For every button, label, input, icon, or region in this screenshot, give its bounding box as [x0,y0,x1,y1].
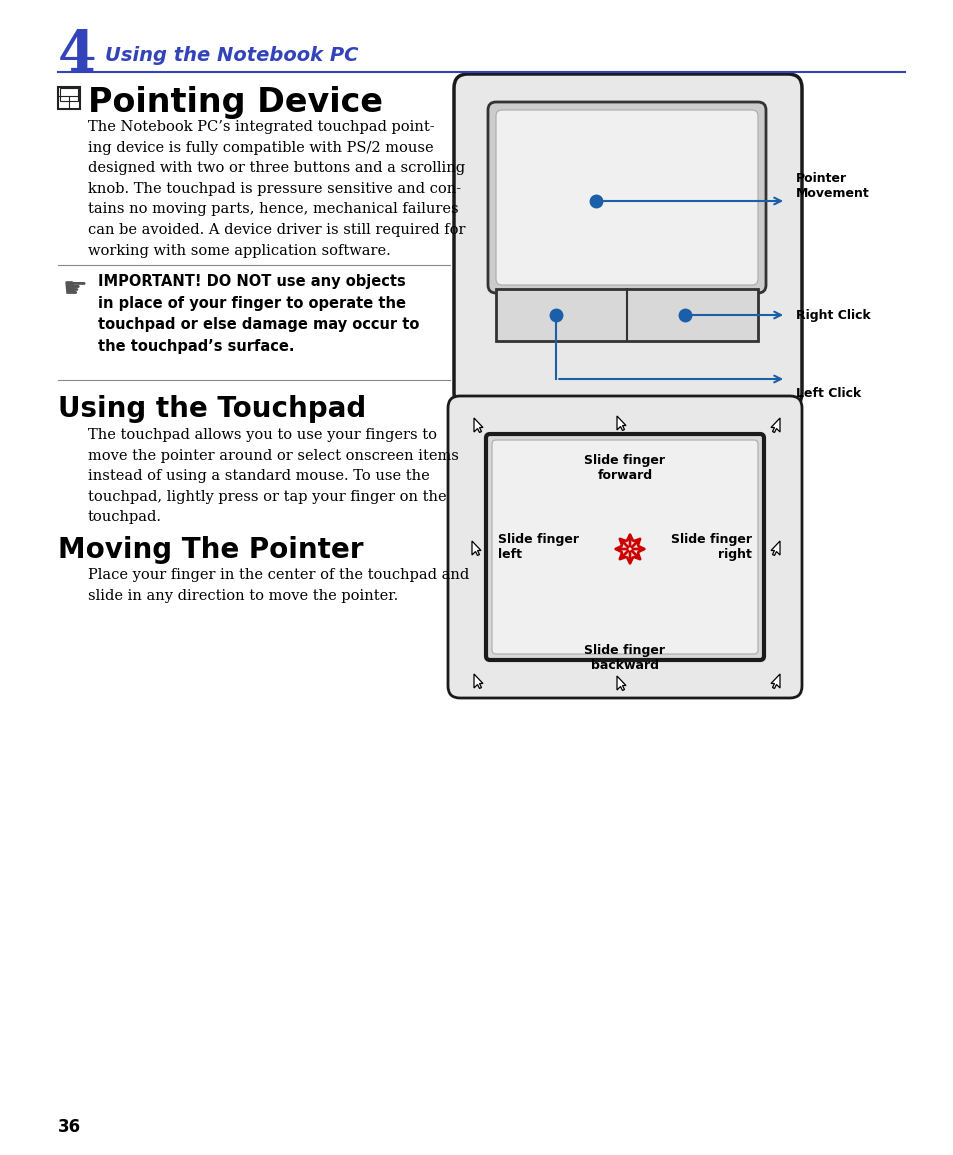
Text: Slide finger
backward: Slide finger backward [584,644,665,672]
Text: Using the Touchpad: Using the Touchpad [58,395,366,423]
Polygon shape [770,675,780,688]
Text: Moving The Pointer: Moving The Pointer [58,536,363,564]
Text: Slide finger
right: Slide finger right [670,532,751,561]
FancyBboxPatch shape [488,102,765,293]
Text: Right Click: Right Click [795,310,870,322]
Text: Place your finger in the center of the touchpad and
slide in any direction to mo: Place your finger in the center of the t… [88,568,469,603]
Text: ☛: ☛ [63,275,88,303]
FancyBboxPatch shape [485,434,763,660]
Text: The Notebook PC’s integrated touchpad point-
ing device is fully compatible with: The Notebook PC’s integrated touchpad po… [88,120,465,258]
Text: 4: 4 [58,28,96,83]
Polygon shape [617,676,625,691]
Text: Pointing Device: Pointing Device [88,85,382,119]
FancyBboxPatch shape [454,74,801,407]
Text: Using the Notebook PC: Using the Notebook PC [105,46,358,65]
Polygon shape [474,418,482,432]
Polygon shape [474,675,482,688]
Polygon shape [770,541,780,556]
Text: 36: 36 [58,1118,81,1137]
FancyBboxPatch shape [448,396,801,698]
Polygon shape [472,541,480,556]
Polygon shape [617,416,625,431]
Bar [60,88,78,100]
Text: Slide finger
left: Slide finger left [497,532,578,561]
Polygon shape [770,418,780,432]
Text: Slide finger
forward: Slide finger forward [584,454,665,482]
Text: Left Click: Left Click [795,387,861,400]
FancyBboxPatch shape [496,110,758,285]
Text: IMPORTANT! DO NOT use any objects
in place of your finger to operate the
touchpa: IMPORTANT! DO NOT use any objects in pla… [98,274,419,353]
Text: Pointer
Movement: Pointer Movement [795,172,869,200]
Text: The touchpad allows you to use your fingers to
move the pointer around or select: The touchpad allows you to use your fing… [88,429,458,524]
FancyBboxPatch shape [496,289,758,341]
FancyBboxPatch shape [492,440,758,654]
Bar [58,87,80,109]
